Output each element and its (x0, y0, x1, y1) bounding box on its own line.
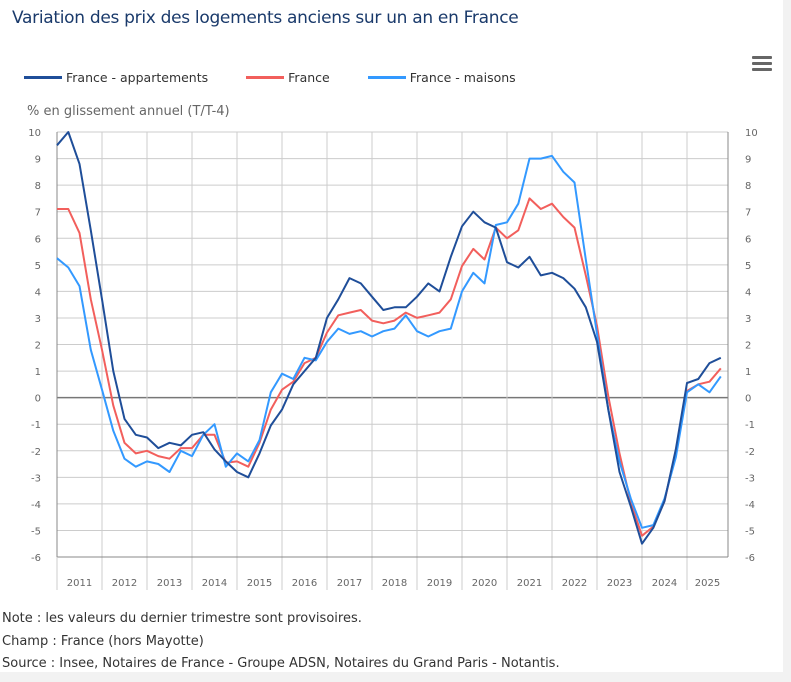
x-tick-label: 2012 (112, 578, 137, 589)
legend-swatch (367, 76, 406, 79)
line-chart: 10 109 98 87 76 65 54 43 32 21 10 0-1 -1-2 -2-3 -3-4 -4… (28, 128, 758, 590)
y-tick-label-right: -1 (745, 420, 755, 431)
legend-item-appartements[interactable]: France - appartements (24, 70, 208, 85)
y-tick-label-left: 8 (35, 181, 41, 192)
legend-swatch (24, 76, 62, 79)
y-tick-label-left: 9 (35, 155, 41, 166)
champ-text: Champ : France (hors Mayotte) (2, 633, 204, 649)
note-text: Note : les valeurs du dernier trimestre … (2, 611, 362, 626)
y-tick-label-right: 9 (745, 155, 751, 166)
legend-item-maisons[interactable]: France - maisons (367, 70, 516, 85)
x-tick-label: 2023 (607, 578, 632, 589)
y-tick-label-right: -3 (745, 473, 755, 484)
y-tick-label-left: 0 (35, 394, 41, 405)
y-tick-label-right: -4 (745, 500, 755, 511)
y-tick-label-left: 5 (35, 261, 41, 272)
series-line-appartements (56, 131, 722, 545)
y-tick-label-right: 6 (745, 234, 751, 245)
legend-item-france[interactable]: France (246, 70, 330, 85)
y-tick-label-left: -6 (31, 553, 41, 564)
y-tick-label-left: 3 (35, 314, 41, 325)
y-tick-label-left: -4 (31, 500, 41, 511)
y-tick-label-right: 5 (745, 261, 751, 272)
y-tick-label-right: 2 (745, 341, 751, 352)
y-tick-label-right: 8 (745, 181, 751, 192)
y-tick-label-left: 6 (35, 234, 41, 245)
x-tick-label: 2016 (292, 578, 317, 589)
y-tick-label-right: 10 (745, 128, 758, 139)
y-axis-title: % en glissement annuel (T/T-4) (27, 104, 230, 119)
x-tick-label: 2015 (247, 578, 272, 589)
y-tick-label-right: -2 (745, 447, 755, 458)
y-tick-label-left: 7 (35, 208, 41, 219)
y-tick-label-left: -5 (31, 526, 41, 537)
legend-swatch (246, 76, 285, 79)
hamburger-menu-icon[interactable] (752, 56, 772, 74)
x-tick-label: 2025 (695, 578, 720, 589)
y-tick-label-right: -5 (745, 526, 755, 537)
source-text: Source : Insee, Notaires de France - Gro… (2, 656, 560, 671)
y-tick-label-left: 2 (35, 341, 41, 352)
x-tick-label: 2022 (562, 578, 587, 589)
chart-title: Variation des prix des logements anciens… (12, 8, 519, 28)
y-tick-label-right: 3 (745, 314, 751, 325)
y-tick-label-right: 7 (745, 208, 751, 219)
y-tick-label-left: 1 (35, 367, 41, 378)
x-tick-label: 2024 (652, 578, 677, 589)
series-line-france (57, 197, 722, 537)
legend: France - appartements France France - ma… (24, 70, 554, 85)
x-tick-label: 2019 (427, 578, 452, 589)
legend-label: France (288, 70, 330, 85)
x-tick-label: 2013 (157, 578, 182, 589)
y-tick-label-left: -3 (31, 473, 41, 484)
x-tick-label: 2014 (202, 578, 227, 589)
y-tick-label-right: 0 (745, 394, 751, 405)
y-tick-label-left: 4 (35, 287, 41, 298)
y-tick-label-left: 10 (28, 128, 41, 139)
y-tick-label-right: 4 (745, 287, 751, 298)
y-tick-label-right: -6 (745, 553, 755, 564)
legend-label: France - appartements (66, 70, 209, 85)
chart-card: Variation des prix des logements anciens… (0, 0, 783, 672)
x-tick-label: 2011 (67, 578, 92, 589)
y-tick-label-left: -1 (31, 420, 41, 431)
x-tick-label: 2020 (472, 578, 497, 589)
x-tick-label: 2021 (517, 578, 542, 589)
y-tick-label-left: -2 (31, 447, 41, 458)
legend-label: France - maisons (409, 70, 516, 85)
footnotes: Note : les valeurs du dernier trimestre … (2, 608, 560, 676)
x-tick-label: 2017 (337, 578, 362, 589)
y-tick-label-right: 1 (745, 367, 751, 378)
x-tick-label: 2018 (382, 578, 407, 589)
